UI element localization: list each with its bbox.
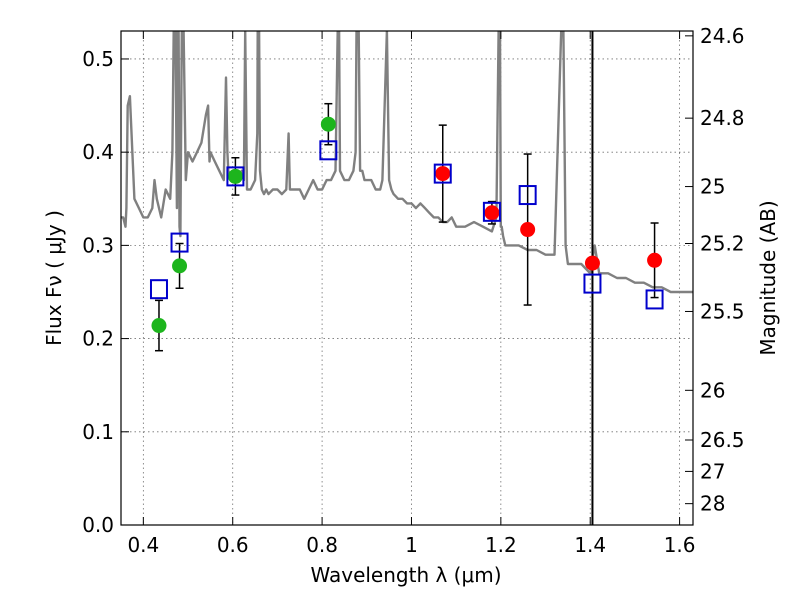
right-tick-label: 26 [700, 378, 725, 402]
nir-point [435, 166, 451, 182]
y-tick-label: 0.1 [82, 420, 114, 444]
y-tick-label: 0.0 [82, 513, 114, 537]
right-axis-title: Magnitude (AB) [756, 200, 780, 355]
nir-point [520, 222, 536, 238]
y-axis-title: Flux Fν ( μJy ) [42, 210, 66, 346]
right-tick-label: 25.2 [700, 232, 745, 256]
optical-point [320, 116, 336, 132]
y-tick-label: 0.4 [82, 140, 114, 164]
right-tick-label: 24.8 [700, 106, 745, 130]
y-tick-label: 0.5 [82, 47, 114, 71]
nir-point [584, 255, 600, 271]
model-band-square [149, 279, 168, 300]
x-tick-label: 0.4 [127, 533, 159, 557]
optical-point [151, 318, 167, 334]
optical-point [172, 258, 188, 274]
right-tick-label: 25 [700, 175, 725, 199]
model-band-square [319, 140, 338, 161]
model-band-square [170, 232, 189, 253]
nir-point [647, 252, 663, 268]
model-band-square [645, 289, 664, 310]
model-band-layer [149, 140, 664, 310]
right-tick-label: 25.5 [700, 299, 745, 323]
x-tick-label: 1.4 [574, 533, 606, 557]
data-points-layer [151, 116, 663, 334]
x-tick-label: 0.8 [306, 533, 338, 557]
x-tick-label: 1.2 [485, 533, 517, 557]
model-spectrum-line [121, 31, 693, 294]
model-band-square [583, 273, 602, 294]
x-tick-label: 1 [405, 533, 418, 557]
right-tick-label: 28 [700, 492, 725, 516]
x-tick-label: 0.6 [217, 533, 249, 557]
axis-ticks: 0.4 0.6 0.8 1 1.2 1.4 1.6 0.0 0.1 0.2 0.3 0.4 0.5 24.… [82, 24, 744, 557]
nir-point [484, 205, 500, 221]
model-band-square [226, 166, 245, 187]
right-tick-label: 24.6 [700, 24, 745, 48]
plot-frame [120, 30, 694, 526]
x-tick-label: 1.6 [664, 533, 696, 557]
grid-lines [121, 31, 693, 526]
model-spectrum-layer [121, 31, 693, 294]
model-band-square [518, 185, 537, 206]
right-tick-label: 27 [700, 459, 725, 483]
x-axis-title: Wavelength λ (μm) [310, 563, 501, 587]
right-tick-label: 26.5 [700, 428, 745, 452]
errorbar-layer [154, 102, 659, 352]
model-band-square [482, 201, 501, 222]
model-band-square [433, 163, 452, 184]
y-tick-label: 0.3 [82, 233, 114, 257]
y-tick-label: 0.2 [82, 327, 114, 351]
optical-point [227, 168, 243, 184]
